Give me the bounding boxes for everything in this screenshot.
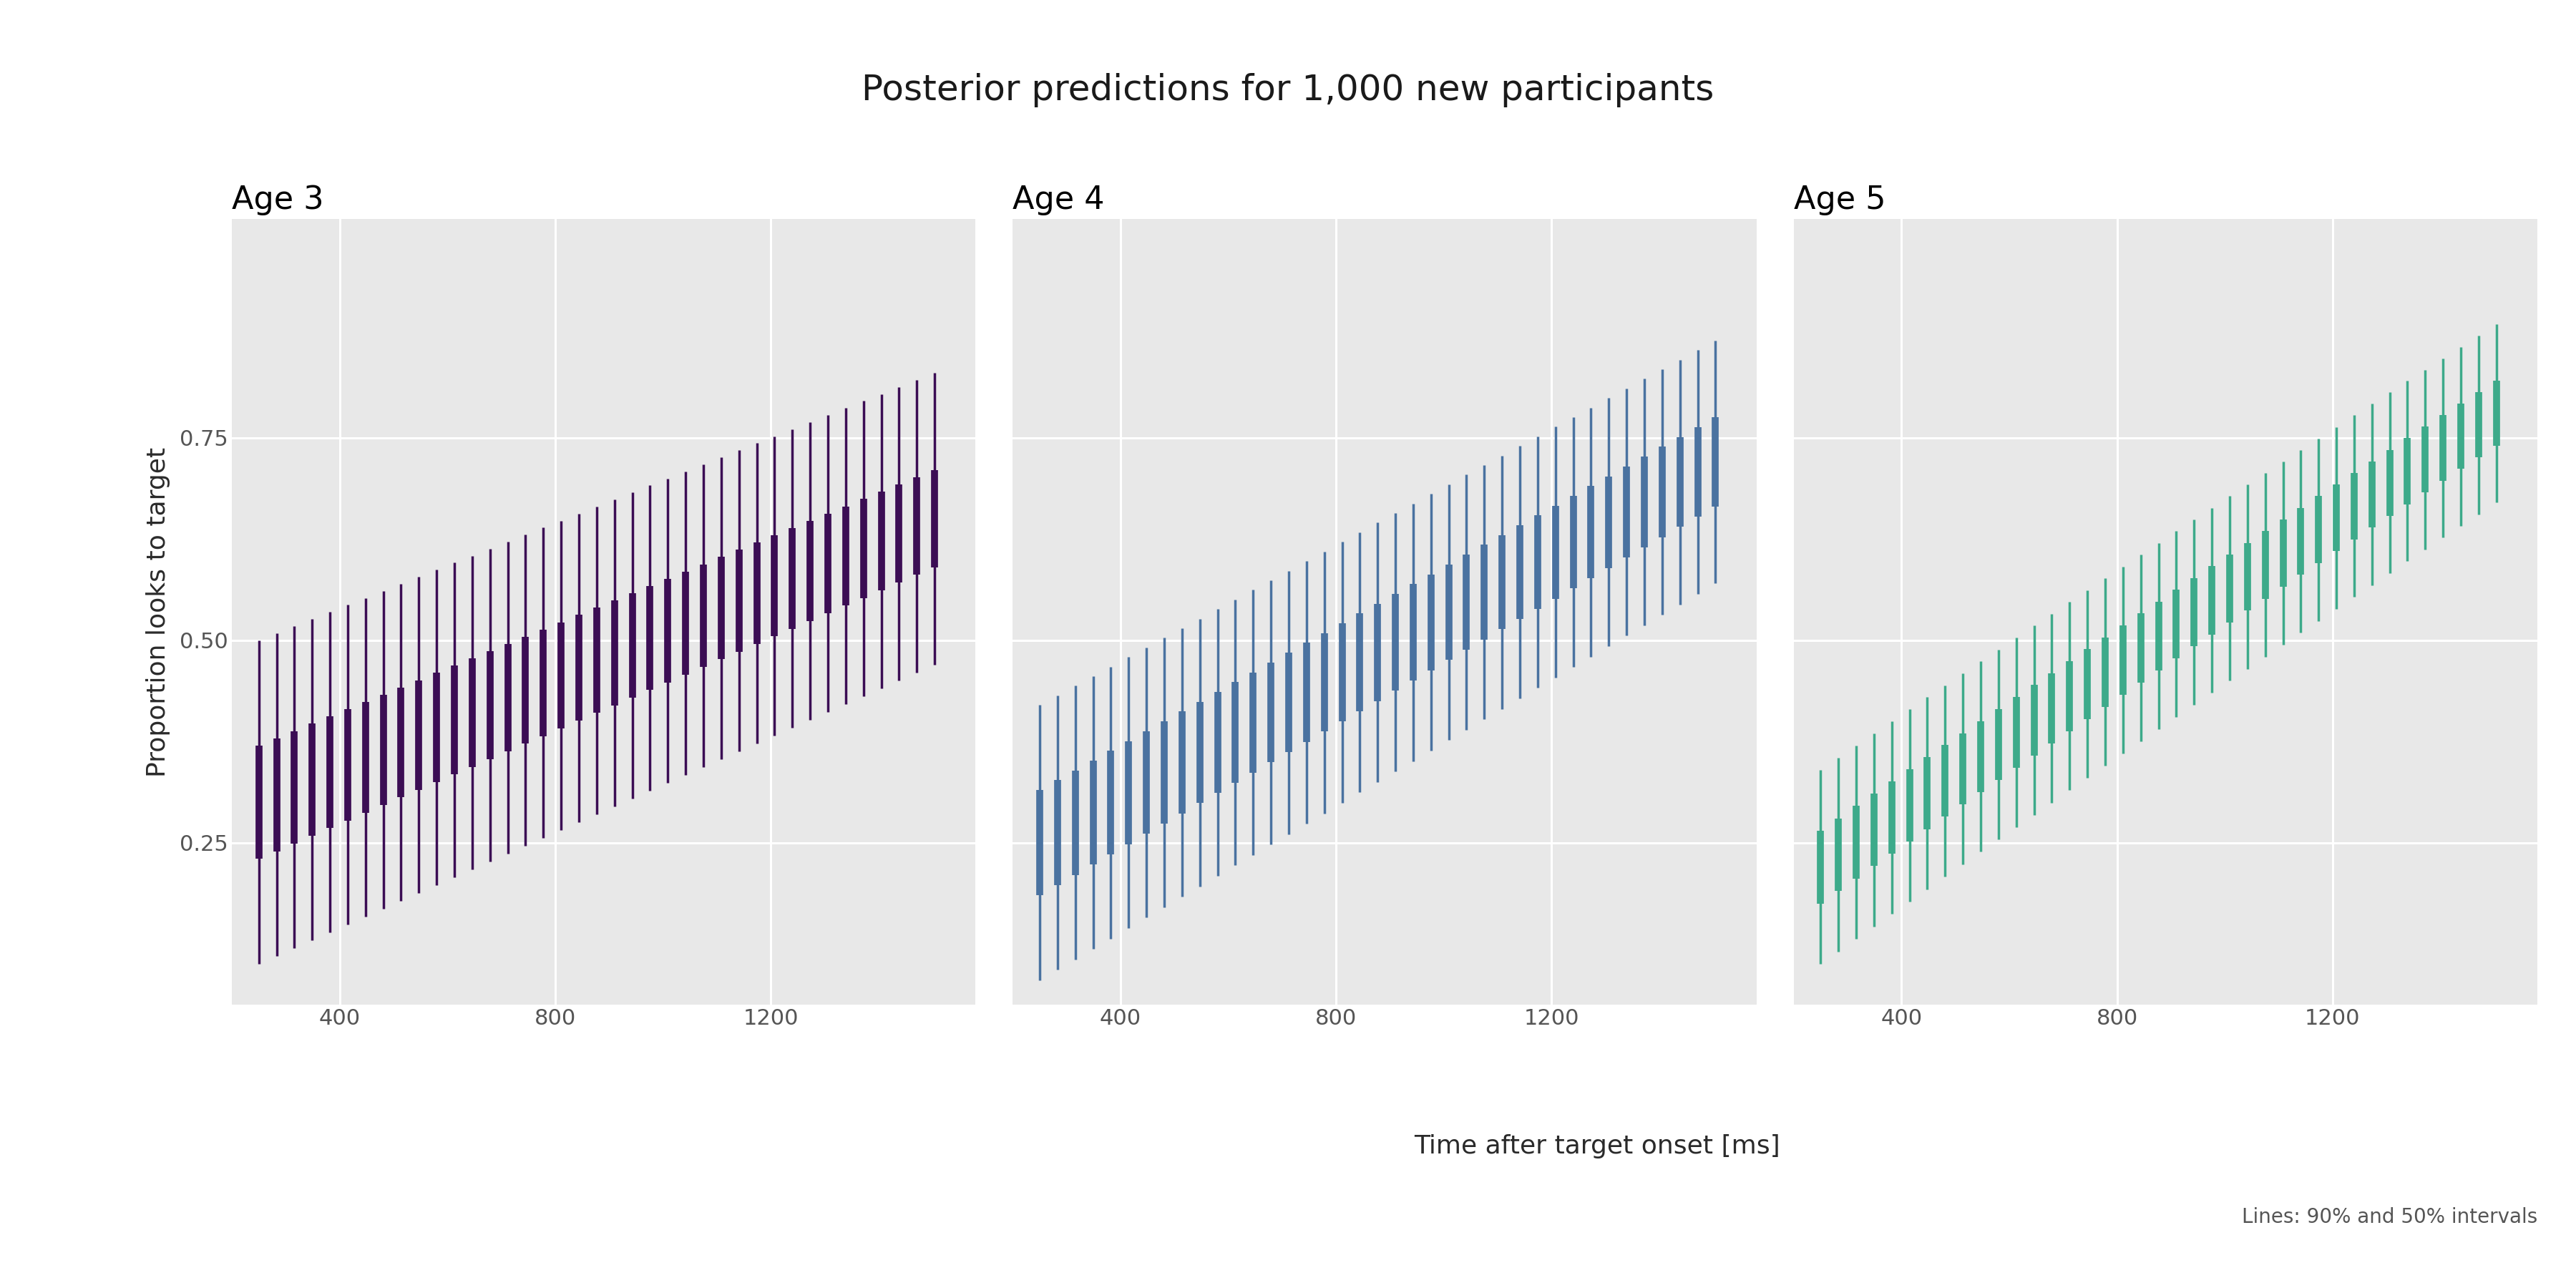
Text: Age 4: Age 4 [1012, 184, 1105, 215]
Text: Time after target onset [ms]: Time after target onset [ms] [1414, 1135, 1780, 1158]
Text: Lines: 90% and 50% intervals: Lines: 90% and 50% intervals [2241, 1207, 2537, 1227]
Text: Posterior predictions for 1,000 new participants: Posterior predictions for 1,000 new part… [863, 73, 1713, 107]
Text: Age 5: Age 5 [1793, 184, 1886, 215]
Text: Age 3: Age 3 [232, 184, 325, 215]
Y-axis label: Proportion looks to target: Proportion looks to target [147, 447, 170, 777]
